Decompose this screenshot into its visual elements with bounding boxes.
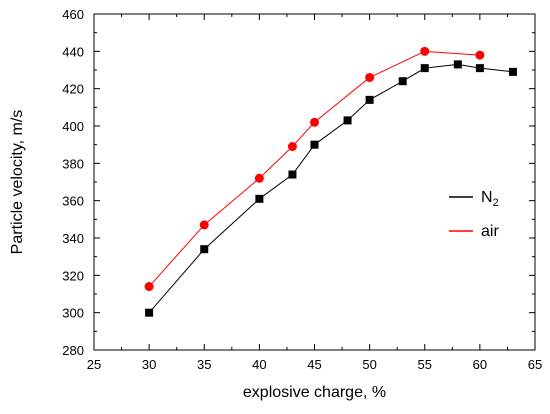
data-point-square — [200, 245, 209, 254]
x-tick-label: 35 — [197, 357, 211, 372]
series-line — [148, 63, 514, 313]
x-tick-label: 45 — [307, 357, 321, 372]
x-axis: 25 30 35 40 45 50 55 60 65 — [87, 14, 542, 372]
x-tick-label: 55 — [418, 357, 432, 372]
y-tick-label: 380 — [62, 156, 84, 171]
data-point-circle — [420, 46, 430, 56]
x-tick-label: 60 — [473, 357, 487, 372]
x-tick-label: 25 — [87, 357, 101, 372]
y-tick-label: 400 — [62, 119, 84, 134]
x-tick-label: 65 — [528, 357, 542, 372]
y-tick-label: 360 — [62, 194, 84, 209]
y-tick-label: 300 — [62, 306, 84, 321]
data-point-circle — [287, 142, 297, 152]
data-point-square — [310, 140, 319, 149]
data-point-square — [343, 116, 352, 125]
x-axis-title: explosive charge, % — [243, 384, 386, 401]
data-point-circle — [254, 173, 264, 183]
y-tick-label: 420 — [62, 82, 84, 97]
legend-label: air — [481, 223, 499, 240]
x-tick-label: 30 — [142, 357, 156, 372]
data-point-circle — [310, 117, 319, 127]
legend: N2 air — [449, 189, 499, 240]
series-layer — [144, 46, 517, 317]
y-tick-label: 460 — [62, 7, 84, 22]
data-point-circle — [365, 72, 375, 82]
data-point-square — [365, 95, 374, 104]
data-point-square — [420, 64, 429, 73]
y-tick-label: 440 — [62, 44, 84, 59]
data-point-circle — [475, 50, 485, 60]
data-point-circle — [144, 282, 154, 292]
data-point-square — [288, 170, 297, 179]
y-axis: 280 300 320 340 360 380 400 420 440 460 — [62, 7, 535, 358]
y-axis-title: Particle velocity, m/s — [9, 110, 26, 255]
data-point-square — [255, 194, 264, 203]
legend-label-subscript: 2 — [493, 197, 499, 209]
x-tick-label: 40 — [252, 357, 266, 372]
data-point-square — [453, 60, 462, 69]
x-tick-label: 50 — [362, 357, 376, 372]
series-0 — [145, 60, 517, 317]
legend-label: N2 — [481, 189, 499, 209]
y-tick-label: 340 — [62, 231, 84, 246]
data-point-circle — [199, 220, 209, 230]
data-point-square — [145, 308, 154, 317]
series-1 — [144, 46, 485, 292]
data-point-square — [508, 67, 517, 76]
y-tick-label: 280 — [62, 343, 84, 358]
data-point-square — [475, 64, 484, 73]
series-line — [148, 50, 480, 287]
data-point-square — [398, 77, 407, 86]
y-tick-label: 320 — [62, 268, 84, 283]
